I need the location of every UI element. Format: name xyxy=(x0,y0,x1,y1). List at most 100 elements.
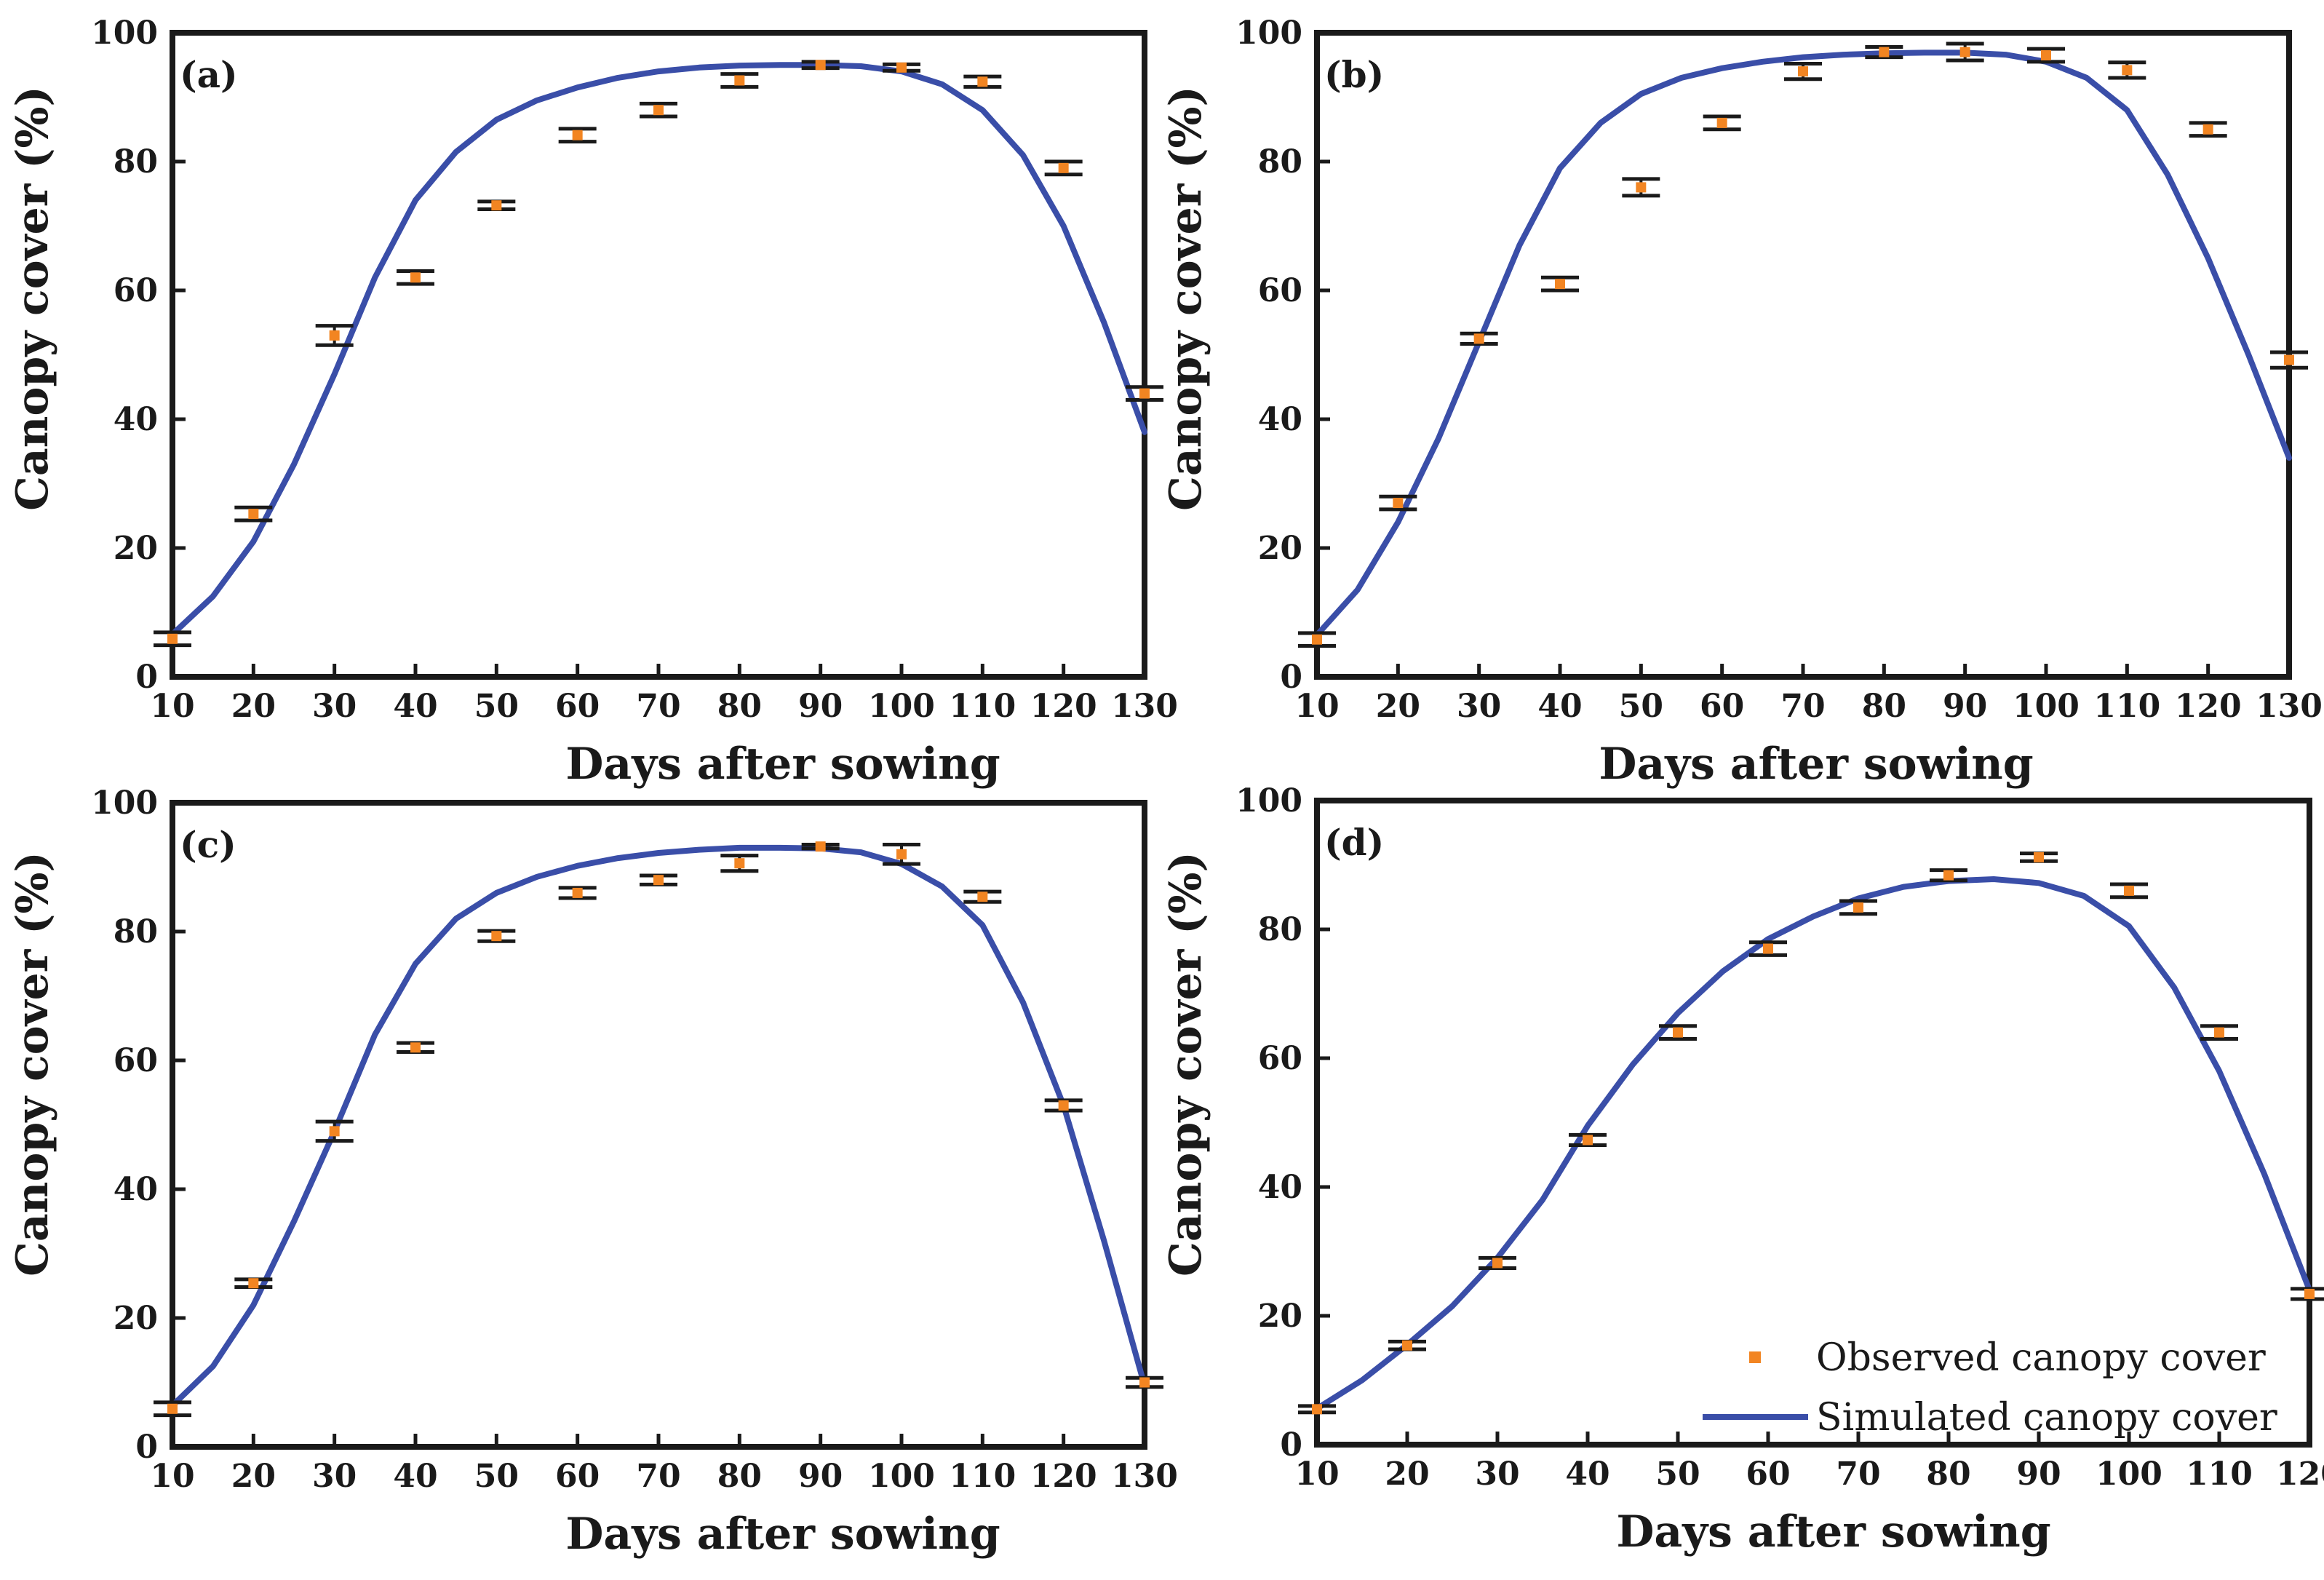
y-tick-label: 100 xyxy=(91,15,158,52)
x-tick-label: 90 xyxy=(1943,688,1987,725)
observed-marker xyxy=(572,887,583,898)
observed-marker xyxy=(2284,354,2294,365)
observed-marker xyxy=(815,841,826,852)
chart-panel-3: 10 20 30 40 50 60 70 80 90 100 110 120 130 0 20 40 60 80 1… xyxy=(7,785,1178,1560)
y-tick-label: 20 xyxy=(1258,1298,1302,1335)
observed-marker xyxy=(410,1042,421,1053)
observed-point xyxy=(2108,60,2146,80)
x-tick-label: 120 xyxy=(1030,1458,1097,1495)
y-tick-label: 80 xyxy=(114,143,158,180)
y-tick-label: 60 xyxy=(1258,272,1302,309)
observed-point xyxy=(1126,385,1163,402)
y-tick-label: 0 xyxy=(1280,1426,1302,1464)
observed-point xyxy=(2020,851,2058,863)
observed-point xyxy=(154,630,191,648)
observed-marker xyxy=(248,1278,259,1289)
x-tick-label: 20 xyxy=(1376,688,1420,725)
observed-marker xyxy=(734,858,745,869)
observed-point xyxy=(1749,940,1787,957)
observed-marker xyxy=(410,272,421,283)
y-tick-label: 80 xyxy=(1258,143,1302,180)
observed-marker xyxy=(2122,65,2133,76)
observed-point xyxy=(234,1277,273,1290)
plot-frame xyxy=(170,800,1147,1450)
observed-marker xyxy=(329,330,340,341)
observed-point xyxy=(2270,350,2308,370)
x-tick-label: 70 xyxy=(636,1458,680,1495)
x-tick-label: 20 xyxy=(1385,1456,1429,1493)
y-tick-label: 20 xyxy=(114,1300,158,1337)
observed-point xyxy=(1460,331,1498,346)
observed-marker xyxy=(2214,1027,2224,1038)
x-tick-label: 130 xyxy=(1111,1458,1178,1495)
x-tick-label: 120 xyxy=(2175,688,2242,725)
observed-marker xyxy=(2034,851,2044,862)
x-tick-label: 120 xyxy=(1030,688,1097,725)
x-tick-label: 60 xyxy=(1746,1456,1790,1493)
observed-marker xyxy=(572,130,583,140)
y-tick-label: 20 xyxy=(1258,530,1302,567)
x-tick-label: 120 xyxy=(2276,1456,2324,1493)
observed-marker xyxy=(1636,182,1647,193)
observed-point xyxy=(1126,1375,1163,1389)
x-tick-label: 100 xyxy=(2096,1456,2162,1493)
observed-marker xyxy=(896,849,907,860)
observed-point xyxy=(2110,882,2148,900)
observed-point xyxy=(640,873,677,886)
observed-point xyxy=(1703,114,1741,132)
observed-marker xyxy=(2202,124,2213,135)
x-tick-label: 40 xyxy=(393,1458,437,1495)
y-tick-label: 0 xyxy=(135,1429,158,1466)
observed-point xyxy=(963,889,1002,904)
x-tick-label: 100 xyxy=(868,1458,935,1495)
y-tick-label: 80 xyxy=(1258,911,1302,948)
observed-point xyxy=(2200,1024,2238,1041)
observed-point xyxy=(1865,44,1903,60)
observed-marker xyxy=(1583,1135,1593,1146)
simulated-canopy-line xyxy=(1314,876,2312,1412)
observed-point xyxy=(477,929,516,943)
observed-point xyxy=(1044,1098,1083,1113)
observed-marker xyxy=(1555,279,1565,290)
observed-marker xyxy=(2304,1288,2315,1299)
observed-point xyxy=(397,269,434,286)
observed-marker xyxy=(1139,388,1150,399)
observed-marker xyxy=(1402,1340,1412,1351)
y-tick-label: 100 xyxy=(1235,782,1302,819)
observed-marker xyxy=(1058,162,1069,173)
observed-point xyxy=(1659,1024,1697,1041)
y-axis-label: Canopy cover (%) xyxy=(7,851,58,1277)
observed-point xyxy=(2189,121,2227,138)
x-tick-label: 50 xyxy=(1655,1456,1700,1493)
y-tick-label: 60 xyxy=(1258,1040,1302,1077)
observed-marker xyxy=(491,200,502,211)
simulated-canopy-line xyxy=(170,62,1147,638)
observed-point xyxy=(315,324,354,347)
observed-marker xyxy=(167,1403,178,1414)
x-tick-label: 10 xyxy=(150,688,194,725)
y-tick-label: 40 xyxy=(114,401,158,438)
simulated-canopy-line xyxy=(170,844,1147,1409)
chart-panel-4: 10 20 30 40 50 60 70 80 90 100 110 120 0 20 40 60 80 100 D… xyxy=(1161,782,2324,1557)
x-tick-label: 30 xyxy=(312,688,357,725)
y-axis-label: Canopy cover (%) xyxy=(1161,86,1211,511)
observed-point xyxy=(1784,61,1822,82)
observed-marker xyxy=(1943,870,1954,881)
observed-point xyxy=(2027,47,2065,64)
x-tick-label: 30 xyxy=(1457,688,1501,725)
x-tick-label: 10 xyxy=(1294,1456,1339,1493)
observed-point xyxy=(963,74,1002,89)
x-tick-label: 30 xyxy=(312,1458,357,1495)
x-tick-label: 30 xyxy=(1475,1456,1519,1493)
x-tick-label: 130 xyxy=(2256,688,2323,725)
observed-point xyxy=(154,1400,191,1418)
x-tick-label: 50 xyxy=(1619,688,1663,725)
x-tick-label: 70 xyxy=(1836,1456,1880,1493)
x-axis-label: Days after sowing xyxy=(1616,1506,2050,1557)
y-axis-label: Canopy cover (%) xyxy=(7,86,58,511)
y-tick-label: 60 xyxy=(114,272,158,309)
observed-marker xyxy=(1853,902,1863,913)
observed-point xyxy=(1044,159,1083,177)
observed-point xyxy=(883,843,920,866)
observed-point xyxy=(720,854,759,873)
